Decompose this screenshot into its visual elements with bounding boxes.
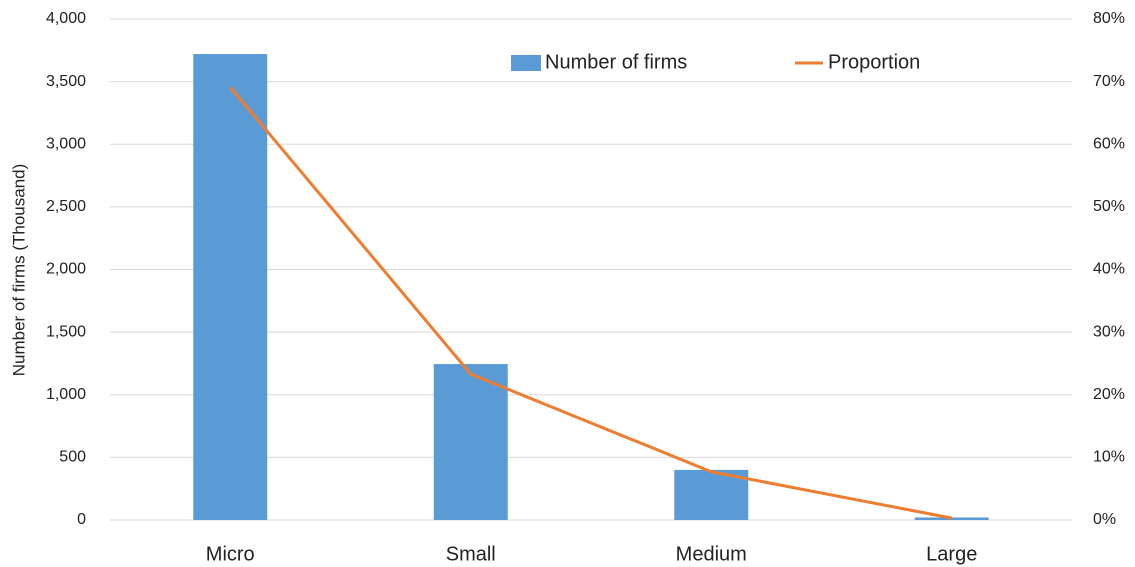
y-tick-label: 2,000 [46,261,86,278]
x-tick-label: Large [926,543,977,565]
y2-tick-label: 20% [1093,386,1125,403]
y2-tick-label: 60% [1093,135,1125,152]
y-tick-label: 1,000 [46,386,86,403]
y-tick-label: 4,000 [46,10,86,27]
legend-label: Number of firms [545,51,687,73]
legend-label: Proportion [828,51,920,73]
bar [674,469,749,520]
x-tick-label: Medium [676,543,747,565]
bar [193,54,268,520]
legend-swatch [511,55,541,71]
y-tick-label: 1,500 [46,323,86,340]
y-tick-label: 2,500 [46,198,86,215]
y-tick-label: 3,500 [46,73,86,90]
y2-tick-label: 10% [1093,449,1125,466]
y2-tick-label: 40% [1093,261,1125,278]
y2-tick-label: 30% [1093,323,1125,340]
y-tick-label: 3,000 [46,135,86,152]
y2-tick-label: 70% [1093,73,1125,90]
y2-tick-label: 0% [1093,511,1116,528]
bar [914,517,989,520]
y2-tick-label: 50% [1093,198,1125,215]
y2-tick-label: 80% [1093,10,1125,27]
x-tick-label: Micro [206,543,255,565]
y-tick-label: 500 [59,449,86,466]
x-tick-label: Small [446,543,496,565]
line [229,86,953,520]
bar [433,364,508,520]
y-axis-title: Number of firms (Thousand) [9,164,28,377]
y-tick-label: 0 [77,511,86,528]
